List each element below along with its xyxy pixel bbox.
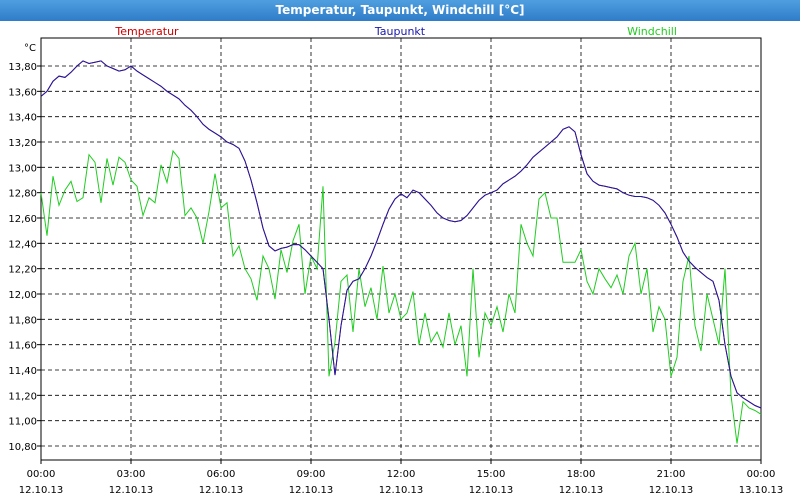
x-axis-ticks: 00:00 12.10.13 03:00 12.10.13 06:00 12.10.13 0…	[19, 469, 784, 496]
x-tick-date: 12.10.13	[19, 485, 64, 496]
x-tick-date: 12.10.13	[469, 485, 514, 496]
axes	[37, 37, 762, 464]
y-tick-label: 11,00	[8, 417, 37, 428]
x-tick-date: 12.10.13	[199, 485, 244, 496]
y-tick-label: 13,40	[8, 113, 37, 124]
series-lines	[40, 60, 762, 444]
x-tick-time: 21:00	[657, 469, 686, 480]
legend-item-taupunkt: Taupunkt	[374, 25, 426, 38]
y-tick-label: 12,60	[8, 214, 37, 225]
y-tick-label: 12,00	[8, 290, 37, 301]
y-tick-label: 11,40	[8, 366, 37, 377]
y-axis-label: °C	[24, 43, 36, 54]
y-tick-label: 12,80	[8, 189, 37, 200]
y-axis-ticks: 13,80 13,60 13,40 13,20 13,00 12,80 12,60 12,40…	[8, 43, 37, 453]
grid	[41, 38, 761, 460]
x-tick-time: 12:00	[387, 469, 416, 480]
x-tick-time: 00:00	[27, 469, 56, 480]
x-tick-time: 03:00	[117, 469, 146, 480]
series-line-windchill	[40, 149, 762, 444]
x-tick-time: 06:00	[207, 469, 236, 480]
y-tick-label: 13,00	[8, 163, 37, 174]
x-tick-time: 15:00	[477, 469, 506, 480]
x-tick-date: 12.10.13	[649, 485, 694, 496]
x-tick-date: 13.10.13	[739, 485, 784, 496]
x-tick-time: 00:00	[747, 469, 776, 480]
y-tick-label: 10,80	[8, 442, 37, 453]
y-tick-label: 11,60	[8, 341, 37, 352]
y-tick-label: 13,80	[8, 62, 37, 73]
y-tick-label: 12,20	[8, 265, 37, 276]
legend-item-temperatur: Temperatur	[114, 25, 179, 38]
x-tick-date: 12.10.13	[379, 485, 424, 496]
y-tick-label: 13,20	[8, 138, 37, 149]
legend-item-windchill: Windchill	[627, 25, 677, 38]
y-tick-label: 13,60	[8, 87, 37, 98]
chart-canvas: 13,80 13,60 13,40 13,20 13,00 12,80 12,60 12,40…	[8, 25, 784, 496]
x-tick-time: 18:00	[567, 469, 596, 480]
y-tick-label: 11,80	[8, 315, 37, 326]
series-line-taupunkt	[40, 60, 762, 409]
x-tick-date: 12.10.13	[109, 485, 154, 496]
y-tick-label: 11,20	[8, 391, 37, 402]
legend: Temperatur Taupunkt Windchill	[114, 25, 677, 38]
window-title: Temperatur, Taupunkt, Windchill [°C]	[0, 0, 800, 21]
y-tick-label: 12,40	[8, 239, 37, 250]
x-tick-date: 12.10.13	[559, 485, 604, 496]
x-tick-time: 09:00	[297, 469, 326, 480]
x-tick-date: 12.10.13	[289, 485, 334, 496]
